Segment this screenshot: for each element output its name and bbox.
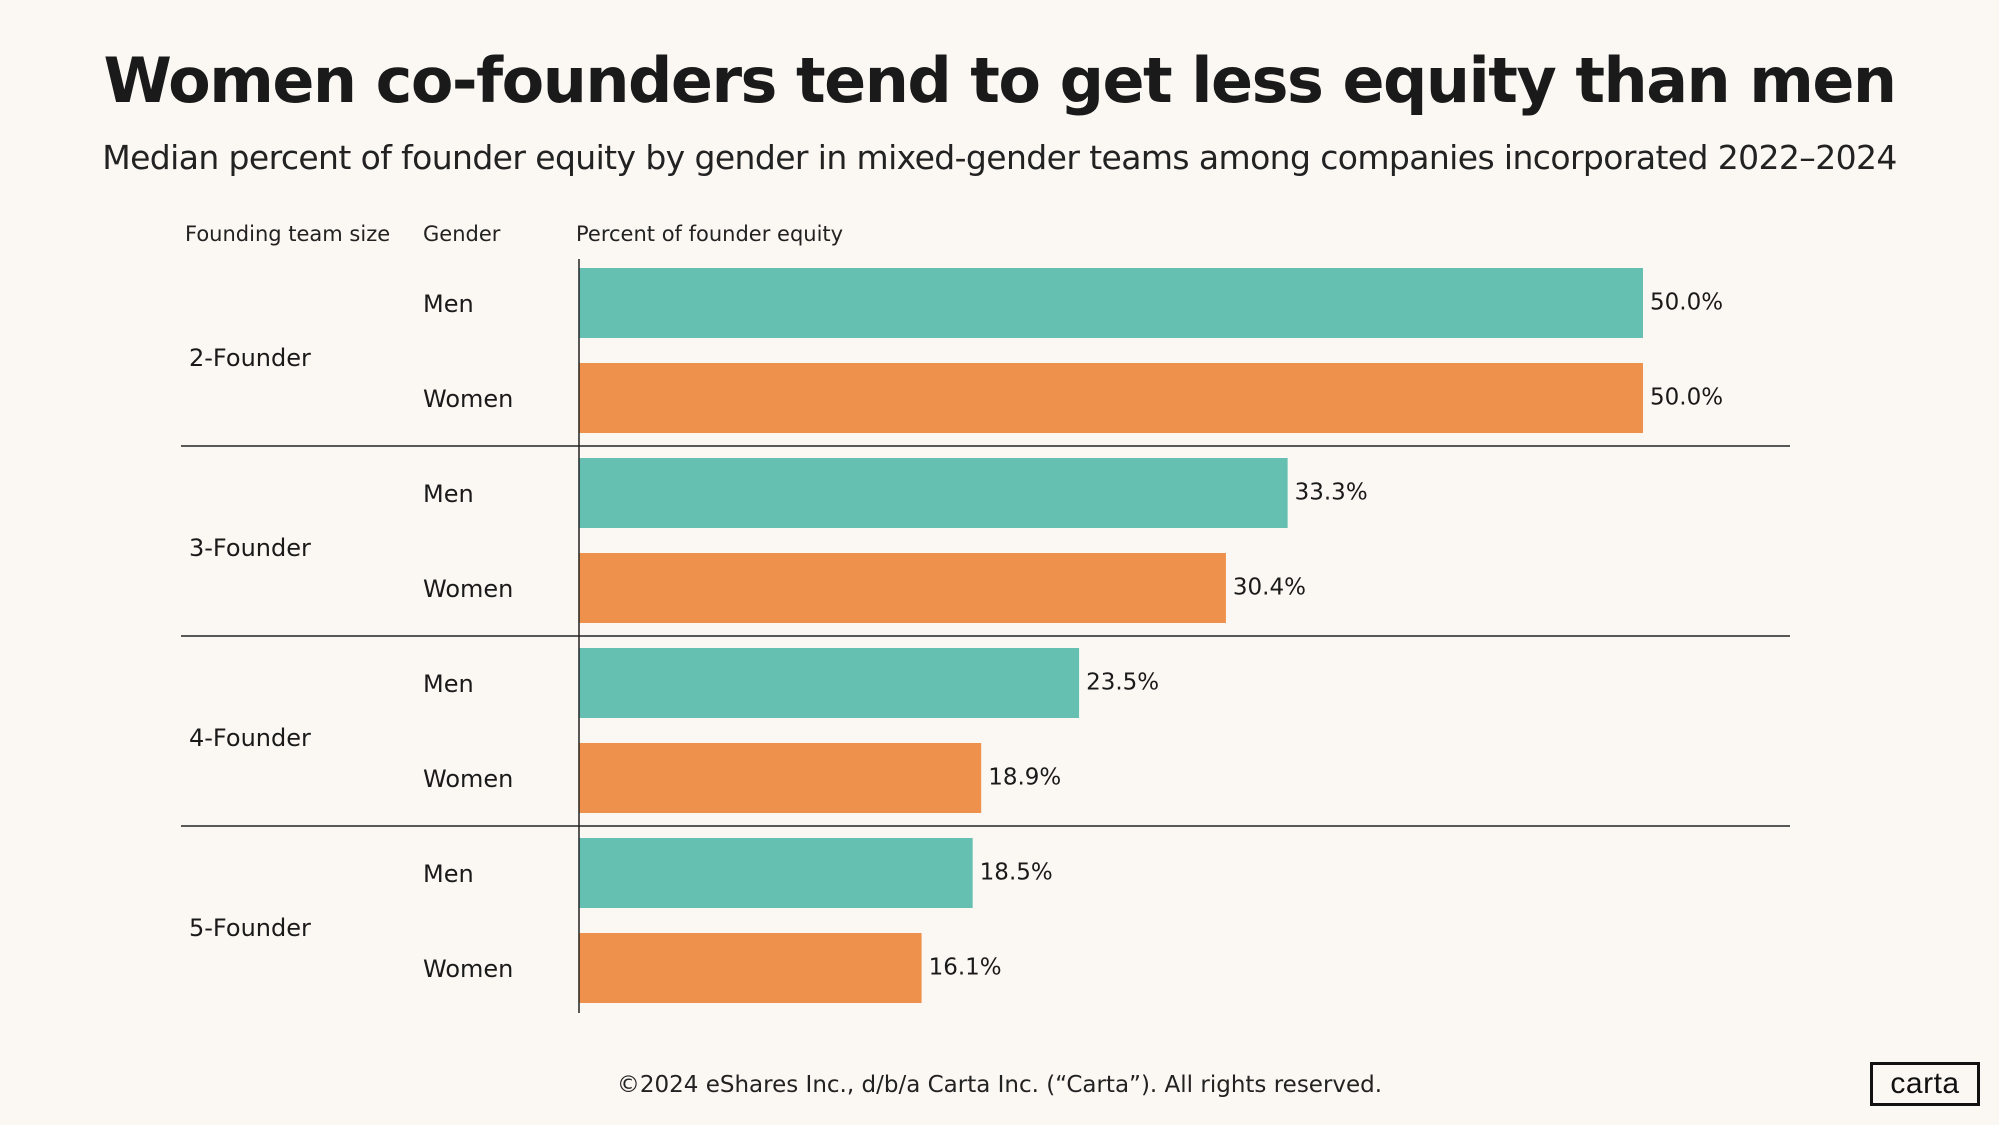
group-label: 2-Founder xyxy=(189,344,311,372)
gender-label: Men xyxy=(423,480,474,508)
bar-women xyxy=(579,363,1643,433)
bar-women xyxy=(579,933,922,1003)
data-label: 50.0% xyxy=(1650,385,1723,411)
data-label: 18.5% xyxy=(980,860,1053,886)
data-label: 33.3% xyxy=(1295,480,1368,506)
chart-title: Women co-founders tend to get less equit… xyxy=(103,44,1897,117)
bar-men xyxy=(579,838,973,908)
gender-label: Men xyxy=(423,670,474,698)
data-label: 30.4% xyxy=(1233,575,1306,601)
group-label: 4-Founder xyxy=(189,724,311,752)
group-label: 3-Founder xyxy=(189,534,311,562)
copyright-footer: ©2024 eShares Inc., d/b/a Carta Inc. (“C… xyxy=(616,1072,1383,1098)
bar-men xyxy=(579,268,1643,338)
gender-label: Women xyxy=(423,765,513,793)
data-label: 23.5% xyxy=(1086,670,1159,696)
gender-label: Women xyxy=(423,575,513,603)
column-header-team-size: Founding team size xyxy=(185,222,391,246)
data-label: 16.1% xyxy=(929,955,1002,981)
chart-subtitle: Median percent of founder equity by gend… xyxy=(102,138,1897,177)
gender-label: Women xyxy=(423,955,513,983)
bar-women xyxy=(579,743,982,813)
bar-men xyxy=(579,458,1288,528)
carta-logo: carta xyxy=(1870,1062,1980,1106)
data-label: 18.9% xyxy=(988,765,1061,791)
gender-label: Women xyxy=(423,385,513,413)
column-header-gender: Gender xyxy=(423,222,501,246)
bar-women xyxy=(579,553,1226,623)
gender-label: Men xyxy=(423,860,474,888)
data-label: 50.0% xyxy=(1650,290,1723,316)
gender-label: Men xyxy=(423,290,474,318)
column-header-value: Percent of founder equity xyxy=(576,222,844,246)
group-label: 5-Founder xyxy=(189,914,311,942)
bar-men xyxy=(579,648,1080,718)
